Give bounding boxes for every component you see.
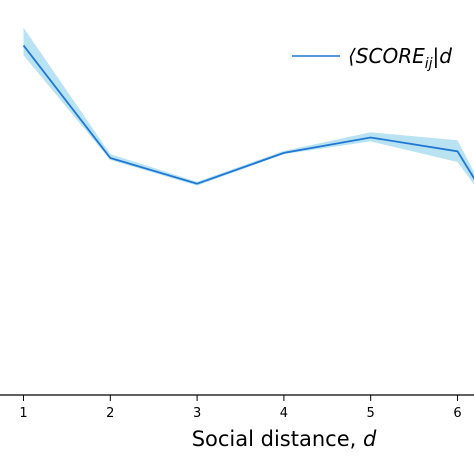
series-line-layer bbox=[22, 44, 474, 185]
x-tick-label: 5 bbox=[367, 406, 375, 421]
series-line bbox=[22, 44, 474, 185]
x-axis-title-var: d bbox=[363, 427, 377, 451]
x-tick-label: 6 bbox=[453, 406, 461, 421]
x-axis-title: Social distance, d bbox=[192, 427, 377, 451]
legend-label-sub: ij bbox=[425, 56, 433, 72]
legend-label: ⟨SCOREij|d bbox=[348, 44, 452, 72]
legend-label-tail: |d bbox=[433, 44, 453, 68]
x-tick-label: 2 bbox=[106, 406, 114, 421]
legend: ⟨SCOREij|d bbox=[292, 44, 452, 72]
legend-label-main: ⟨SCORE bbox=[348, 44, 425, 68]
x-tick-label: 4 bbox=[280, 406, 288, 421]
x-axis-title-text: Social distance, bbox=[192, 427, 363, 451]
x-ticks: 1 2 3 4 5 6 bbox=[19, 395, 462, 421]
x-tick-label: 3 bbox=[193, 406, 201, 421]
x-tick-label: 1 bbox=[19, 406, 27, 421]
